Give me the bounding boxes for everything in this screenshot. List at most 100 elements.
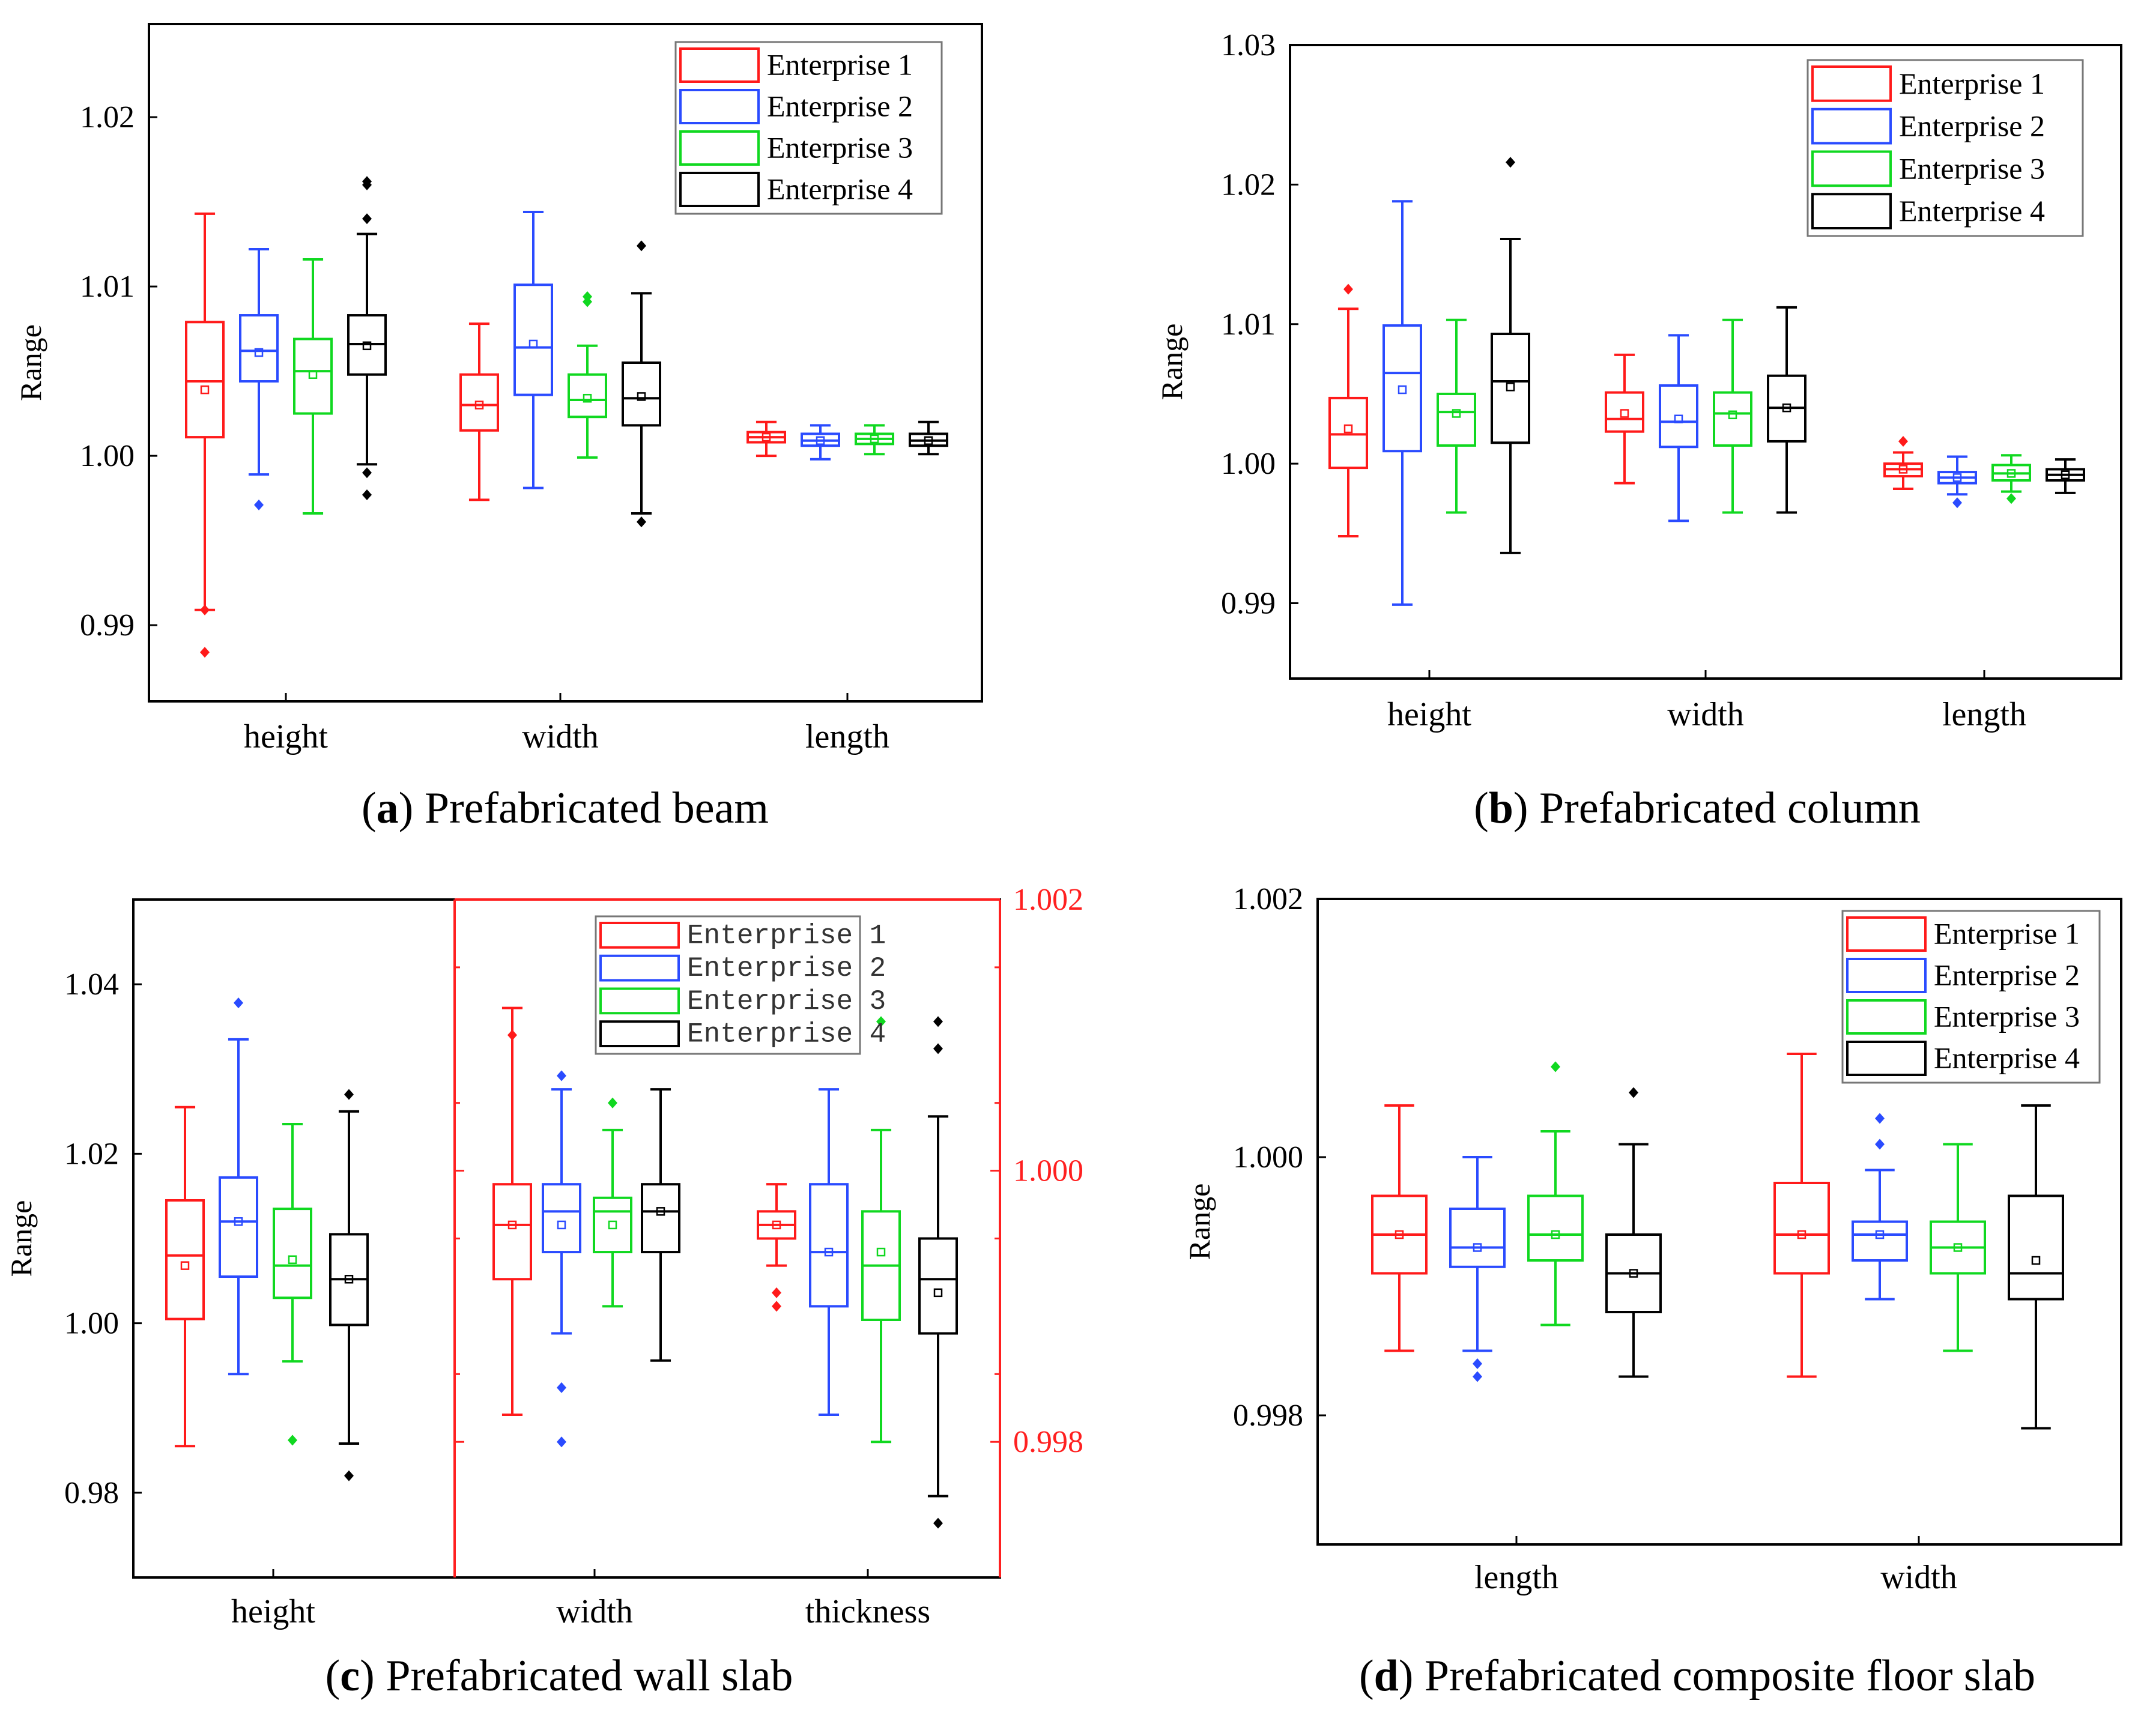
mean-marker	[1551, 1230, 1560, 1239]
x-category-label: width	[1880, 1559, 1957, 1596]
box-iqr	[593, 1196, 632, 1254]
y-tick-label: 1.02	[64, 1137, 119, 1171]
x-category-label: width	[556, 1593, 633, 1630]
legend-swatch	[1811, 107, 1892, 145]
box-height-enterprise3	[293, 258, 333, 515]
box-width-enterprise2	[542, 1070, 581, 1448]
mean-marker	[2031, 1256, 2041, 1265]
outlier-point	[1551, 1061, 1560, 1072]
mean-marker	[1395, 1230, 1404, 1239]
mean-marker	[1952, 473, 1962, 482]
mean-marker	[637, 392, 646, 401]
box-length-enterprise3	[1527, 1061, 1584, 1326]
mean-marker	[1782, 403, 1791, 413]
mean-marker	[1620, 409, 1629, 418]
legend-label: Enterprise 4	[767, 172, 913, 206]
legend-frame	[1806, 59, 2084, 237]
mean-marker	[924, 436, 933, 445]
y-tick-label: 1.01	[80, 270, 135, 304]
box-iqr	[1527, 1194, 1584, 1262]
box-thickness-enterprise4	[918, 1016, 958, 1529]
y-tick-label: 0.98	[64, 1476, 119, 1510]
box-length-enterprise3	[1991, 454, 2031, 504]
box-height-enterprise4	[329, 1089, 369, 1481]
box-iqr	[1605, 391, 1644, 433]
box-height-enterprise3	[1437, 318, 1476, 514]
legend-frame	[595, 915, 861, 1055]
y-tick-label: 1.00	[1221, 447, 1276, 481]
box-height-enterprise3	[273, 1122, 312, 1446]
panel-d: 0.998 1.000 1.002 Range length width Enterpris…	[1183, 882, 2122, 1701]
caption-title: Prefabricated wall slab	[386, 1651, 793, 1701]
mean-marker	[288, 1255, 297, 1265]
outlier-point	[362, 179, 372, 190]
mean-marker	[308, 370, 318, 379]
caption-paren-close: )	[1399, 1651, 1425, 1701]
y-axis-label: Range	[1155, 324, 1189, 401]
box-iqr	[622, 361, 661, 427]
mean-marker	[1728, 410, 1737, 420]
caption-paren-close: )	[399, 784, 425, 833]
outlier-point	[507, 1029, 517, 1041]
outlier-point	[362, 489, 372, 500]
y-tick-label: 1.002	[1233, 882, 1303, 916]
legend-swatch	[599, 1020, 680, 1047]
mean-marker	[362, 341, 372, 351]
x-category-label: height	[1387, 696, 1471, 733]
mean-marker	[1674, 414, 1683, 424]
outlier-point	[637, 516, 646, 528]
y-tick-label: 0.99	[1221, 587, 1276, 621]
mean-marker	[200, 385, 210, 395]
box-height-enterprise2	[219, 997, 258, 1376]
y-tick-label: 0.99	[80, 608, 135, 643]
box-length-enterprise4	[2046, 458, 2085, 494]
caption-title: Prefabricated composite floor slab	[1425, 1651, 2035, 1701]
outlier-point	[772, 1287, 781, 1298]
box-height-enterprise2	[1382, 200, 1422, 606]
outlier-point	[288, 1435, 297, 1446]
y-tick-label: 1.000	[1233, 1140, 1303, 1175]
box-width-enterprise4	[2008, 1104, 2064, 1430]
box-width-enterprise1	[1773, 1053, 1830, 1378]
box-height-enterprise1	[165, 1105, 205, 1448]
caption-title: Prefabricated beam	[425, 784, 769, 833]
outlier-point	[933, 1043, 943, 1054]
caption-title: Prefabricated column	[1539, 784, 1921, 833]
box-length-enterprise2	[801, 424, 840, 461]
mean-marker	[254, 348, 264, 357]
mean-marker	[824, 1247, 834, 1257]
plot-frame	[1316, 898, 2122, 1546]
caption-paren-open: (	[1359, 1651, 1374, 1701]
box-iqr	[1437, 392, 1476, 447]
legend: Enterprise 1 Enterprise 2 Enterprise 3 Ente…	[1841, 910, 2101, 1084]
panel-b: 0.99 1.00 1.01 1.02 1.03 Range height width leng…	[1155, 28, 2122, 833]
mean-marker	[1343, 424, 1353, 434]
y2-tick-label: 0.998	[1013, 1425, 1083, 1459]
box-thickness-enterprise1	[757, 1183, 796, 1312]
outlier-point	[637, 240, 646, 252]
y-axis-label: Range	[14, 324, 47, 401]
outlier-point	[362, 213, 372, 225]
outlier-point	[557, 1382, 566, 1393]
y-tick-label: 1.01	[1221, 307, 1276, 342]
box-iqr	[239, 314, 279, 383]
mean-marker	[1473, 1243, 1482, 1252]
box-thickness-enterprise2	[809, 1088, 849, 1417]
legend-swatch	[679, 130, 760, 166]
mean-marker	[2061, 470, 2070, 479]
legend-label: Enterprise 4	[687, 1019, 886, 1050]
caption-letter: b	[1489, 784, 1513, 833]
box-iqr	[1449, 1208, 1506, 1268]
mean-marker	[1797, 1230, 1806, 1239]
legend-label: Enterprise 1	[767, 48, 913, 82]
legend-label: Enterprise 1	[687, 920, 886, 951]
legend-frame	[674, 41, 943, 215]
mean-marker	[1398, 385, 1407, 395]
box-iqr	[1659, 384, 1698, 449]
panel-a: 0.99 1.00 1.01 1.02 Range height width length En…	[14, 23, 983, 833]
legend-swatch	[679, 47, 760, 83]
mean-marker	[933, 1288, 943, 1298]
mean-marker	[1629, 1269, 1638, 1278]
mean-marker	[870, 434, 879, 444]
x-category-label: width	[522, 718, 599, 755]
